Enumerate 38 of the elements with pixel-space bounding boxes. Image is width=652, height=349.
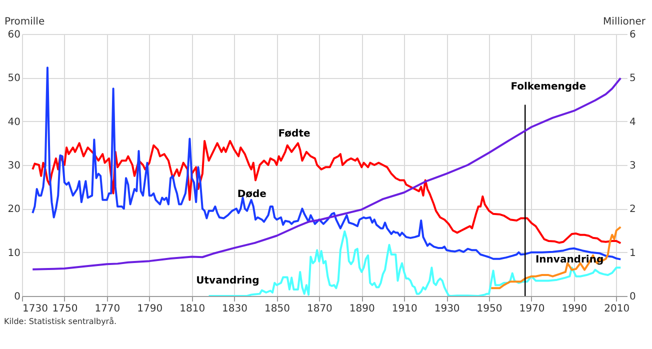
y2-tick-label: 0 <box>630 292 636 302</box>
y2-tick-label: 5 <box>630 73 636 84</box>
series-label: Utvandring <box>196 275 260 286</box>
series-label: Folkemengde <box>510 81 586 92</box>
x-tick-label: 1750 <box>52 304 78 314</box>
y2-tick-label: 2 <box>630 204 636 216</box>
y-tick-label: 30 <box>8 160 20 172</box>
y-tick-label: 50 <box>8 73 20 84</box>
x-tick-label: 1890 <box>349 304 375 314</box>
x-tick-label: 1990 <box>562 304 588 314</box>
line-series <box>490 226 622 290</box>
y2-tick-label: 1 <box>630 248 636 259</box>
y2-axis-title: Millioner <box>603 16 646 28</box>
y-tick-label: 0 <box>14 292 20 302</box>
line-series <box>32 140 622 244</box>
x-tick-label: 1790 <box>137 304 163 314</box>
x-tick-label: 1870 <box>306 304 332 314</box>
x-tick-label: 1950 <box>476 304 502 314</box>
series-label: Døde <box>237 188 267 200</box>
x-tick-label: 1970 <box>519 304 545 314</box>
series-label: Fødte <box>278 128 310 140</box>
y-axis-title: Promille <box>4 16 45 28</box>
y-tick-label: 60 <box>8 30 20 40</box>
x-tick-label: 1810 <box>180 304 206 314</box>
x-tick-label: 1930 <box>434 304 460 314</box>
y-tick-label: 20 <box>8 204 20 216</box>
y-tick-label: 10 <box>8 248 20 259</box>
x-tick-label: 1770 <box>94 304 120 314</box>
x-tick-label: 1830 <box>222 304 248 314</box>
x-tick-label: 2010 <box>604 304 630 314</box>
x-tick-label: 1850 <box>264 304 290 314</box>
y2-tick-label: 3 <box>630 160 636 172</box>
x-tick-label: 1910 <box>392 304 418 314</box>
y2-tick-label: 4 <box>630 116 636 128</box>
y2-tick-label: 6 <box>630 30 636 40</box>
x-tick-label: 1730 <box>22 304 48 314</box>
y-tick-label: 40 <box>8 116 20 128</box>
text: Kilde: Statistisk sentralbyrå. <box>4 316 117 326</box>
